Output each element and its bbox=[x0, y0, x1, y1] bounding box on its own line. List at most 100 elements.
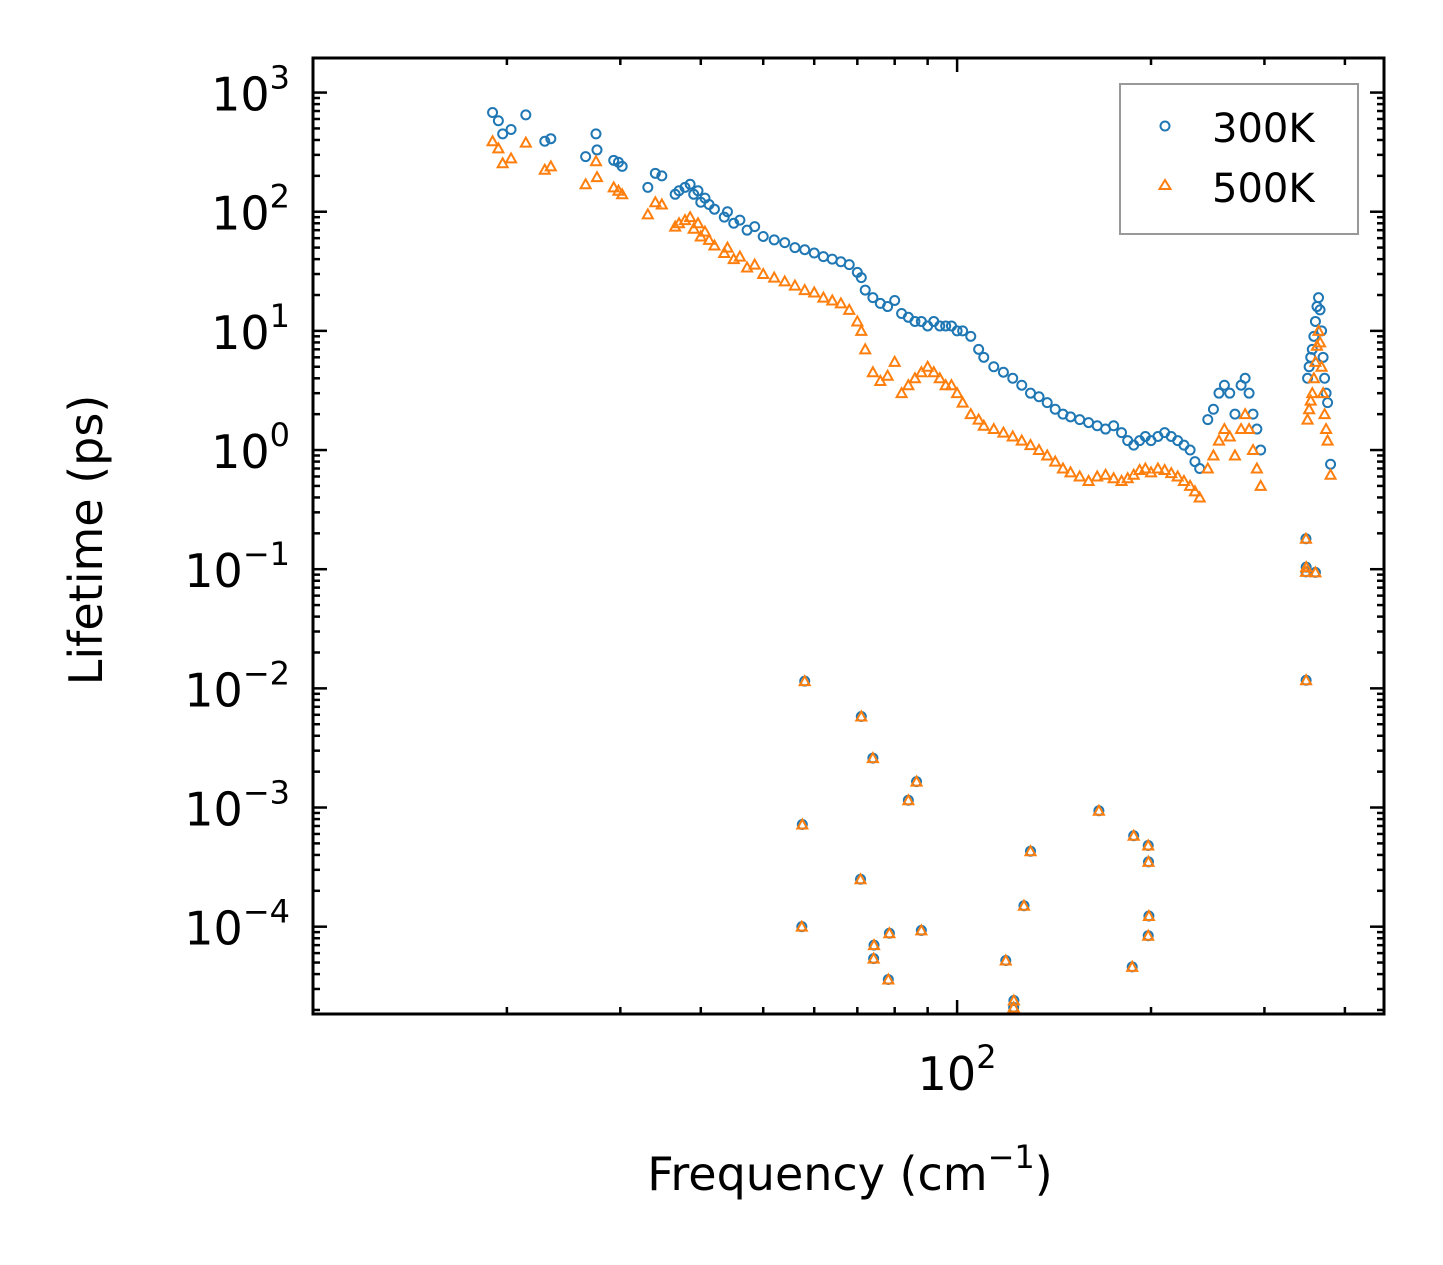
point-300k bbox=[1224, 387, 1236, 399]
point-500k bbox=[1170, 469, 1185, 482]
point-300k bbox=[951, 325, 963, 337]
point-500k bbox=[1138, 461, 1153, 474]
point-500k bbox=[1098, 467, 1113, 480]
y-tick-label: 102 bbox=[211, 178, 290, 241]
point-500k bbox=[1023, 844, 1038, 857]
point-500k bbox=[1316, 386, 1330, 399]
point-300k bbox=[1007, 372, 1019, 384]
point-500k bbox=[1040, 448, 1054, 461]
point-500k bbox=[854, 323, 869, 336]
x-axis-label: Frequency (cm−1) bbox=[647, 1138, 1052, 1201]
legend-label-300k: 300K bbox=[1212, 106, 1316, 152]
point-300k bbox=[988, 361, 1000, 373]
point-500k bbox=[1314, 359, 1329, 372]
point-500k bbox=[1073, 469, 1087, 482]
point-300k bbox=[649, 167, 661, 179]
point-500k bbox=[1106, 471, 1121, 484]
point-500k bbox=[999, 953, 1013, 966]
point-500k bbox=[1253, 478, 1268, 491]
point-500k bbox=[866, 751, 880, 764]
point-500k bbox=[1125, 959, 1139, 972]
point-500k bbox=[909, 774, 924, 787]
point-300k bbox=[718, 211, 730, 223]
point-500k bbox=[1192, 490, 1207, 503]
point-300k bbox=[934, 320, 946, 332]
point-500k bbox=[955, 395, 970, 408]
point-500k bbox=[1141, 854, 1156, 867]
x-tick-label: 102 bbox=[918, 1038, 997, 1101]
point-500k bbox=[691, 216, 705, 229]
point-500k bbox=[788, 278, 802, 291]
point-300k bbox=[957, 325, 969, 337]
point-500k bbox=[795, 919, 809, 932]
point-500k bbox=[1056, 461, 1070, 474]
point-500k bbox=[881, 972, 896, 985]
point-300k bbox=[1108, 420, 1120, 432]
point-500k bbox=[1300, 412, 1315, 425]
y-tick-label: 10−2 bbox=[184, 654, 290, 717]
point-500k bbox=[1320, 433, 1335, 446]
point-500k bbox=[1090, 469, 1104, 482]
point-500k bbox=[1141, 928, 1155, 941]
point-500k bbox=[589, 154, 603, 167]
point-300k bbox=[1213, 387, 1225, 399]
point-300k bbox=[520, 109, 532, 121]
point-500k bbox=[882, 926, 897, 939]
point-500k bbox=[977, 418, 991, 431]
point-500k bbox=[854, 709, 869, 722]
y-tick-label: 10−3 bbox=[184, 774, 290, 837]
point-300k bbox=[1016, 379, 1028, 391]
point-500k bbox=[641, 207, 655, 220]
point-500k bbox=[1206, 448, 1221, 461]
point-500k bbox=[1307, 371, 1321, 384]
point-500k bbox=[491, 141, 506, 154]
point-300k bbox=[1314, 304, 1326, 316]
point-300k bbox=[1313, 292, 1325, 304]
point-500k bbox=[901, 378, 916, 391]
point-500k bbox=[683, 210, 697, 223]
point-500k bbox=[1048, 454, 1062, 467]
point-500k bbox=[698, 224, 712, 237]
point-500k bbox=[1317, 407, 1332, 420]
point-500k bbox=[1017, 898, 1031, 911]
point-300k bbox=[889, 294, 901, 306]
point-500k bbox=[1299, 560, 1313, 573]
point-500k bbox=[987, 421, 1001, 435]
point-500k bbox=[798, 674, 812, 687]
point-300k bbox=[1218, 379, 1230, 391]
point-500k bbox=[1032, 442, 1046, 456]
point-300k bbox=[1239, 372, 1251, 384]
point-500k bbox=[767, 270, 781, 283]
point-300k bbox=[497, 128, 509, 140]
point-500k bbox=[1217, 421, 1232, 435]
point-500k bbox=[795, 817, 810, 830]
point-500k bbox=[834, 296, 848, 309]
point-500k bbox=[1304, 393, 1318, 406]
point-300k bbox=[492, 115, 504, 127]
point-500k bbox=[1246, 442, 1260, 456]
point-500k bbox=[1006, 1000, 1021, 1013]
point-300k bbox=[768, 234, 780, 246]
point-300k bbox=[708, 203, 720, 215]
point-300k bbox=[728, 217, 740, 229]
point-500k bbox=[1308, 565, 1323, 578]
point-300k bbox=[978, 351, 990, 363]
point-500k bbox=[504, 151, 518, 164]
point-300k bbox=[808, 247, 820, 259]
point-500k bbox=[1299, 531, 1313, 544]
point-500k bbox=[1223, 429, 1237, 442]
point-300k bbox=[973, 343, 985, 355]
y-tick-label: 101 bbox=[211, 297, 290, 360]
point-500k bbox=[1319, 421, 1333, 435]
point-300k bbox=[859, 284, 871, 296]
point-500k bbox=[519, 135, 533, 148]
y-tick-label: 100 bbox=[211, 416, 290, 479]
point-500k bbox=[1228, 448, 1242, 461]
point-300k bbox=[965, 330, 977, 342]
point-500k bbox=[816, 290, 831, 303]
point-300k bbox=[997, 366, 1009, 378]
point-500k bbox=[1188, 484, 1202, 497]
point-500k bbox=[1308, 354, 1323, 367]
point-500k bbox=[1023, 438, 1038, 451]
point-500k bbox=[655, 197, 669, 210]
